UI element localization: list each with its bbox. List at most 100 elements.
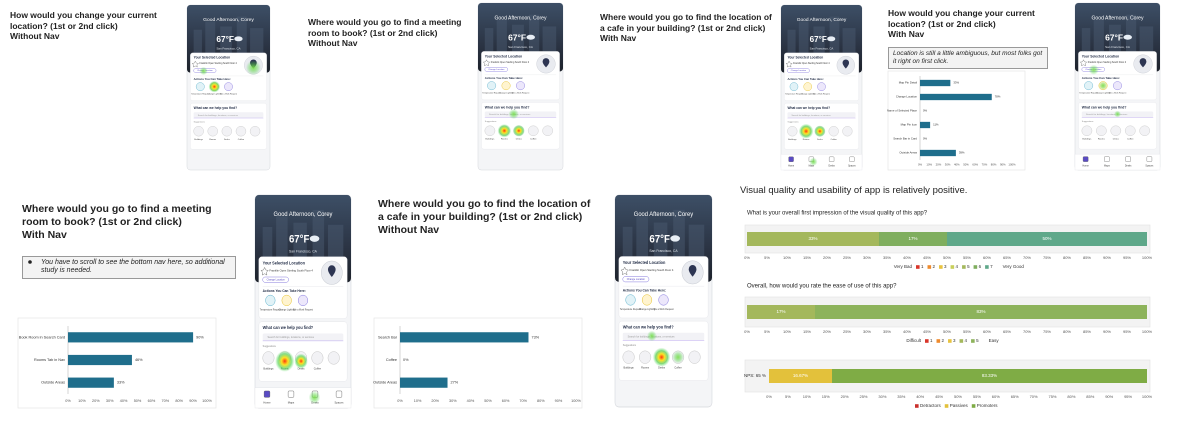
x-tick-label: 50% xyxy=(943,255,951,260)
x-tick-label: 85% xyxy=(1083,329,1091,334)
legend-label: 1 xyxy=(930,338,933,343)
x-tick-label: 0% xyxy=(397,399,403,403)
building xyxy=(220,26,232,73)
nav-icon xyxy=(263,390,271,398)
phone-mockup: Good Afternoon, Corey 67°F San Francisco, … xyxy=(254,194,352,409)
chart-background xyxy=(373,317,583,409)
click-heat xyxy=(814,125,826,137)
nav-icon xyxy=(1082,156,1089,162)
legend-swatch xyxy=(944,404,949,408)
building xyxy=(1126,14,1137,72)
suggestion-icon xyxy=(1124,125,1136,136)
value-label: 50% xyxy=(1042,236,1051,241)
category-label: Map Pin Detail xyxy=(899,81,918,85)
search-placeholder: Search for buildings, locations, or serv… xyxy=(792,114,831,117)
action-label: Temperature Request xyxy=(620,308,642,311)
nav-label: Spaces xyxy=(848,165,856,167)
nav-icon xyxy=(829,156,835,162)
suggestion-label: Desks xyxy=(658,365,666,369)
x-tick-label: 100% xyxy=(1142,329,1153,334)
x-tick-label: 0% xyxy=(744,329,750,334)
building xyxy=(1081,28,1091,72)
x-tick-label: 35% xyxy=(883,255,891,260)
value-label: 11% xyxy=(933,123,939,127)
x-tick-label: 10% xyxy=(783,255,791,260)
question: What is your overall first impression of… xyxy=(747,211,928,217)
value-label: 83.33% xyxy=(982,373,997,378)
click-heat xyxy=(798,123,814,139)
suggestion-icon xyxy=(1110,125,1122,136)
action-label: File a Work Request xyxy=(512,92,530,95)
question: How would you change your current locati… xyxy=(888,8,1035,29)
legend-label: 2 xyxy=(933,264,936,269)
city: San Francisco, CA xyxy=(649,249,678,253)
card-heading: What can we help you find? xyxy=(1082,105,1127,109)
card-heading: Your Selected Location xyxy=(263,260,306,265)
suggestion-label: Desks xyxy=(516,139,523,141)
nav-label: Maps xyxy=(809,165,815,167)
legend-swatch xyxy=(971,339,975,343)
card-heading: Your Selected Location xyxy=(623,260,666,265)
x-tick-label: 75% xyxy=(1048,394,1056,399)
legend-high: Easy xyxy=(989,338,1000,343)
x-tick-label: 50% xyxy=(134,399,142,403)
card-heading: What can we help you find? xyxy=(194,106,238,110)
click-heat xyxy=(275,350,295,372)
x-tick-label: 55% xyxy=(963,329,971,334)
building xyxy=(529,14,540,72)
building xyxy=(798,21,809,73)
value-label: 17% xyxy=(776,309,785,314)
action-icon xyxy=(1084,81,1094,91)
card-heading: Actions You Can Take Here: xyxy=(263,289,306,293)
action-label: File a Work Request xyxy=(220,93,238,96)
x-tick-label: 20% xyxy=(841,394,849,399)
action-label: Temperature Request xyxy=(1079,92,1098,95)
x-tick-label: 10% xyxy=(926,163,932,167)
building xyxy=(312,209,325,283)
action-label: File a Work Request xyxy=(813,93,830,96)
suggestion-label: Coffee xyxy=(314,366,322,370)
x-tick-label: 20% xyxy=(92,399,100,403)
legend-label: 2 xyxy=(942,338,945,343)
building xyxy=(1109,24,1121,72)
variant: Without Nav xyxy=(308,38,358,49)
click-heat xyxy=(1114,110,1121,118)
map-pin xyxy=(542,58,550,68)
nav-icon xyxy=(849,156,855,162)
card-heading: What can we help you find? xyxy=(263,325,314,330)
value-label: 16.67% xyxy=(793,373,808,378)
building xyxy=(496,19,507,72)
bullet xyxy=(28,260,32,264)
variant: With Nav xyxy=(22,229,67,242)
suggestion-label: Coffee xyxy=(674,365,682,369)
question: Where would you go to find the location … xyxy=(600,12,772,33)
bar-segment xyxy=(815,305,1147,319)
bar xyxy=(400,332,529,343)
x-tick-label: 80% xyxy=(1063,255,1071,260)
x-tick-label: 70% xyxy=(161,399,169,403)
click-heat xyxy=(294,353,308,369)
x-tick-label: 60% xyxy=(502,399,510,403)
nav-icon xyxy=(788,156,794,162)
suggestions-label: Suggestions xyxy=(194,121,205,124)
temperature: 67°F xyxy=(289,234,309,246)
category-label: Name of Selected Place xyxy=(887,109,917,113)
bar xyxy=(68,332,194,343)
legend-swatch xyxy=(973,265,978,269)
change-location: Change Location xyxy=(488,68,505,71)
nav-icon xyxy=(1146,156,1153,162)
note: You have to scroll to see the bottom nav… xyxy=(22,256,236,279)
bar xyxy=(920,121,931,129)
legend-label: 5 xyxy=(976,338,979,343)
legend-label: 6 xyxy=(979,264,982,269)
x-tick-label: 0% xyxy=(766,394,772,399)
bar-segment xyxy=(832,369,1147,383)
action-label: Change Lighting xyxy=(279,309,296,312)
nav-label: Home xyxy=(1082,165,1089,167)
x-tick-label: 70% xyxy=(1023,255,1031,260)
legend-label: Passives xyxy=(950,403,969,408)
click-heat xyxy=(1098,81,1108,90)
bar xyxy=(920,149,956,157)
change-button xyxy=(787,68,810,73)
bar-segment xyxy=(879,232,947,246)
